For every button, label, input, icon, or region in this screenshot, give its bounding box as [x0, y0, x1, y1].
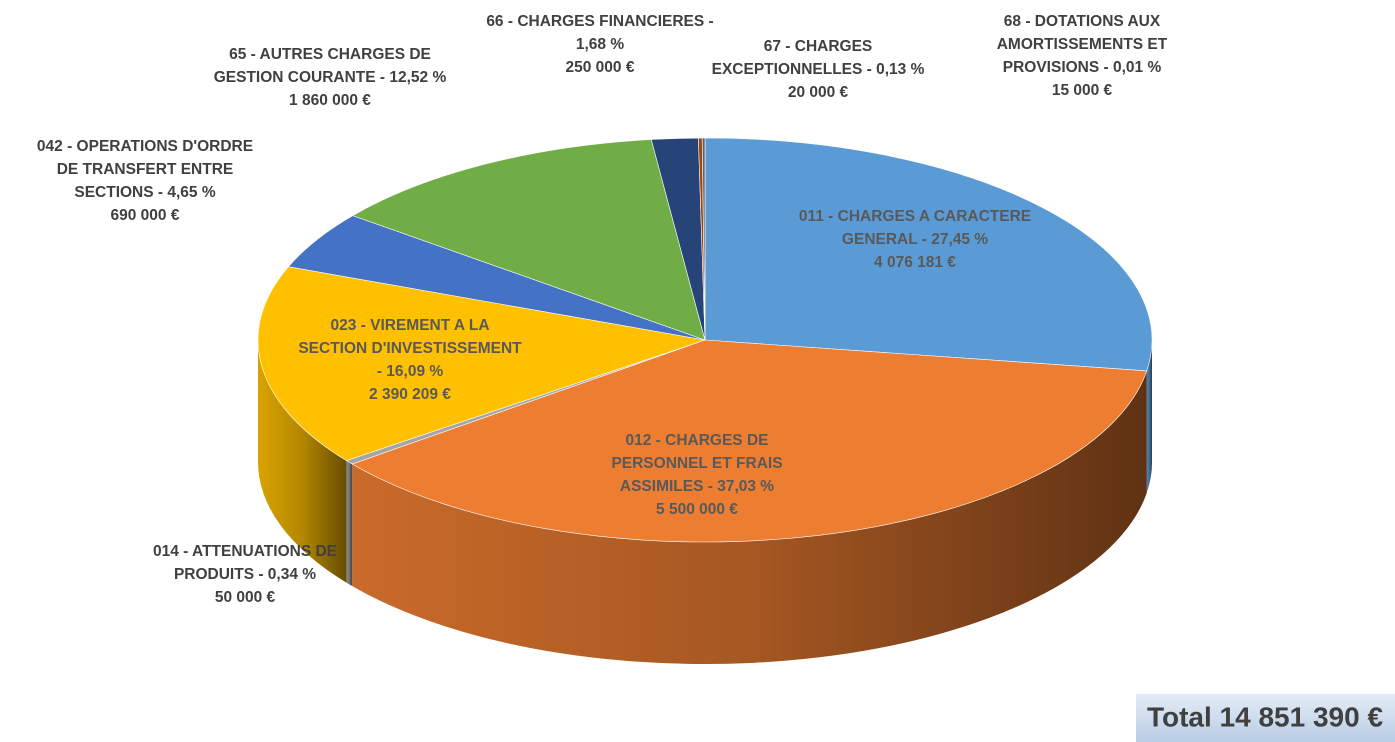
total-label: Total 14 851 390 € — [1147, 701, 1384, 732]
slice — [351, 339, 1148, 543]
side-shade — [352, 370, 1147, 664]
slice-label: 68 - DOTATIONS AUX AMORTISSEMENTS ET PROVI… — [997, 13, 1168, 76]
slice-label: 014 - ATTENUATIONS DE PRODUITS - 0,34 % — [153, 543, 337, 583]
slice — [701, 137, 706, 341]
slice-value-label: 15 000 € — [1052, 82, 1113, 99]
slice-value-label: 50 000 € — [215, 589, 276, 606]
slice-value-label: 1 860 000 € — [289, 92, 371, 109]
slice — [257, 266, 706, 461]
slice-label: 042 - OPERATIONS D'ORDRE DE TRANSFERT ENT… — [37, 138, 253, 201]
slice-label: 012 - CHARGES DE PERSONNEL ET FRAIS ASSIMI… — [611, 432, 782, 495]
side-shade — [1146, 340, 1152, 493]
pie-tops — [257, 137, 1153, 543]
slice-label: 023 - VIREMENT A LA SECTION D'INVESTISSEM… — [298, 317, 522, 380]
slice — [352, 139, 706, 341]
total-box — [1136, 694, 1395, 742]
slice — [704, 137, 1153, 372]
side-shade — [346, 460, 353, 587]
slice-value-label: 20 000 € — [788, 84, 849, 101]
slice-value-label: 250 000 € — [566, 59, 635, 76]
slice-label: 65 - AUTRES CHARGES DE GESTION COURANTE -… — [214, 46, 447, 86]
side-shade — [258, 340, 347, 583]
pie-sides — [258, 340, 1152, 664]
slice-value-label: 4 076 181 € — [874, 254, 956, 271]
slice-value-label: 2 390 209 € — [369, 386, 451, 403]
labels: 011 - CHARGES A CARACTERE GENERAL - 27,45… — [37, 13, 1168, 606]
slice-label: 66 - CHARGES FINANCIERES -1,68 % — [486, 13, 713, 53]
slice-value-label: 690 000 € — [111, 207, 180, 224]
slice-label: 67 - CHARGES EXCEPTIONNELLES - 0,13 % — [712, 38, 925, 78]
slice-value-label: 5 500 000 € — [656, 501, 738, 518]
slice-label: 011 - CHARGES A CARACTERE GENERAL - 27,45… — [799, 208, 1031, 248]
